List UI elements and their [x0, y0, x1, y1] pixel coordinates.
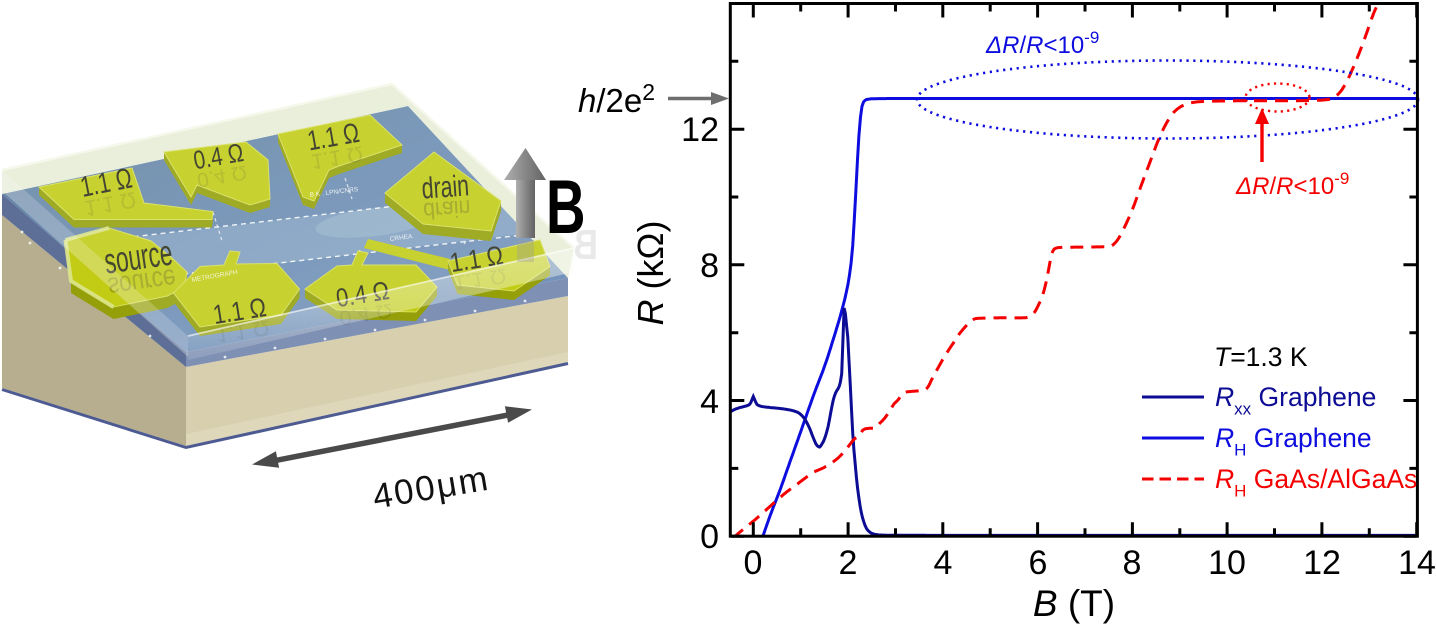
svg-text:source: source — [102, 233, 175, 282]
svg-text:6: 6 — [1029, 544, 1048, 582]
svg-text:CRHEA: CRHEA — [389, 233, 413, 243]
svg-text:drain: drain — [420, 168, 470, 206]
svg-text:4: 4 — [934, 544, 953, 582]
svg-text:10: 10 — [1208, 544, 1246, 582]
svg-text:8: 8 — [700, 247, 719, 285]
svg-text:12: 12 — [1303, 544, 1341, 582]
svg-text:12: 12 — [681, 111, 719, 149]
svg-text:4: 4 — [700, 383, 719, 421]
svg-text:R (kΩ): R (kΩ) — [630, 221, 671, 326]
svg-text:ΔR/R<10-9: ΔR/R<10-9 — [985, 28, 1099, 59]
svg-text:B: B — [546, 165, 586, 250]
svg-text:ΔR/R<10-9: ΔR/R<10-9 — [1235, 169, 1349, 200]
svg-text:h/2e2: h/2e2 — [578, 79, 655, 119]
svg-text:2: 2 — [839, 544, 858, 582]
svg-text:0: 0 — [744, 544, 763, 582]
svg-text:T=1.3 K: T=1.3 K — [1214, 342, 1308, 372]
svg-text:8: 8 — [1123, 544, 1142, 582]
svg-text:14: 14 — [1398, 544, 1436, 582]
svg-text:B: B — [573, 222, 598, 269]
svg-text:drain: drain — [422, 195, 471, 224]
svg-text:0: 0 — [700, 518, 719, 556]
svg-text:B (T): B (T) — [1033, 583, 1115, 624]
